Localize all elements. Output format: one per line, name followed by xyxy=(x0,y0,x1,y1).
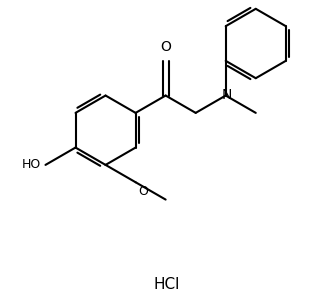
Text: HCl: HCl xyxy=(154,277,180,292)
Text: HO: HO xyxy=(21,158,40,171)
Text: O: O xyxy=(139,185,148,198)
Text: N: N xyxy=(221,87,232,102)
Text: O: O xyxy=(160,40,171,54)
